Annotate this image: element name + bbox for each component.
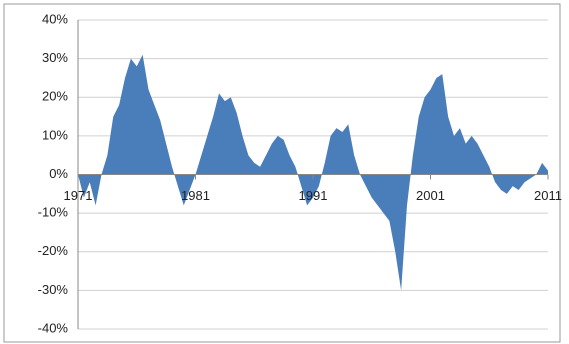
y-tick-label: 40% bbox=[42, 11, 68, 26]
x-tick-label: 2011 bbox=[534, 188, 562, 203]
x-tick-label: 1991 bbox=[299, 188, 328, 203]
y-tick-label: 10% bbox=[42, 127, 68, 142]
y-tick-label: -20% bbox=[38, 243, 69, 258]
y-tick-label: 20% bbox=[42, 89, 68, 104]
y-tick-label: -40% bbox=[38, 320, 69, 335]
x-tick-label: 1981 bbox=[181, 188, 210, 203]
y-tick-label: -10% bbox=[38, 205, 69, 220]
y-tick-label: 30% bbox=[42, 50, 68, 65]
y-tick-label: -30% bbox=[38, 282, 69, 297]
x-tick-label: 1971 bbox=[64, 188, 93, 203]
x-tick-label: 2001 bbox=[416, 188, 445, 203]
area bbox=[78, 54, 548, 291]
y-tick-label: 0% bbox=[49, 166, 68, 181]
